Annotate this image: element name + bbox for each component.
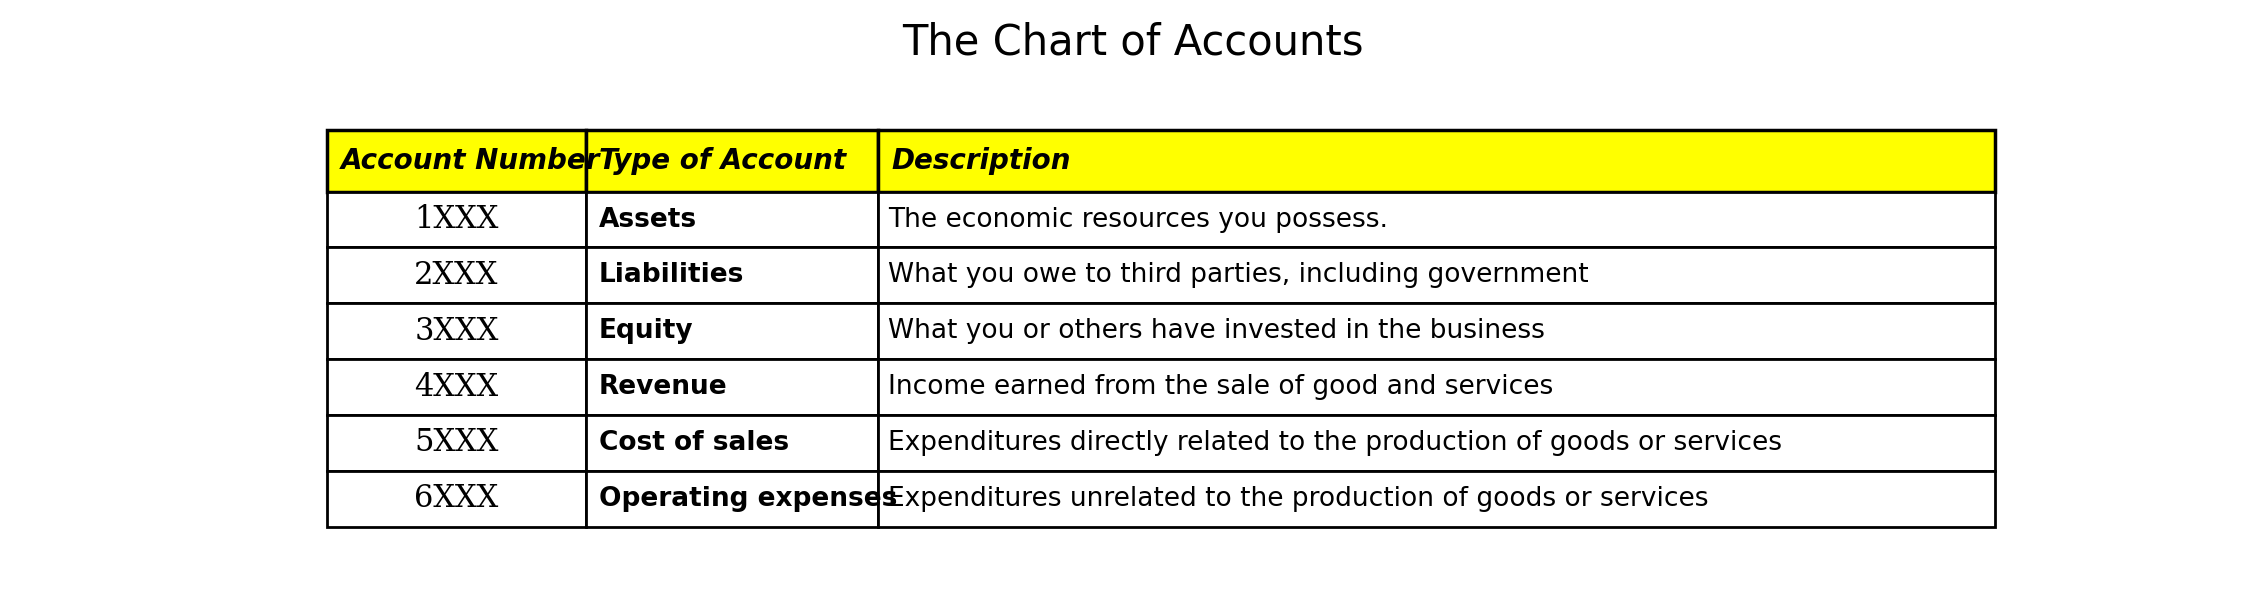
Bar [877, 248, 1996, 303]
Text: 1XXX: 1XXX [415, 204, 499, 235]
Text: Type of Account: Type of Account [598, 147, 845, 175]
Bar [877, 130, 1996, 192]
Text: Assets: Assets [598, 207, 698, 232]
Text: What you or others have invested in the business: What you or others have invested in the … [888, 318, 1545, 345]
Text: 6XXX: 6XXX [415, 483, 499, 514]
Text: What you owe to third parties, including government: What you owe to third parties, including… [888, 262, 1588, 288]
Text: Description: Description [891, 147, 1070, 175]
Bar [326, 130, 585, 192]
Bar [585, 303, 877, 359]
Bar [877, 415, 1996, 471]
Bar [877, 471, 1996, 527]
Bar [585, 192, 877, 248]
Text: Equity: Equity [598, 318, 693, 345]
Bar [326, 248, 585, 303]
Text: 5XXX: 5XXX [415, 427, 499, 459]
Text: The economic resources you possess.: The economic resources you possess. [888, 207, 1387, 232]
Text: Expenditures directly related to the production of goods or services: Expenditures directly related to the pro… [888, 430, 1781, 456]
Text: 3XXX: 3XXX [415, 316, 499, 347]
Bar [585, 359, 877, 415]
Bar [877, 359, 1996, 415]
Text: Cost of sales: Cost of sales [598, 430, 789, 456]
Bar [585, 415, 877, 471]
Text: 2XXX: 2XXX [415, 260, 499, 291]
Bar [585, 248, 877, 303]
Text: Income earned from the sale of good and services: Income earned from the sale of good and … [888, 374, 1552, 400]
Text: 4XXX: 4XXX [415, 371, 499, 403]
Text: The Chart of Accounts: The Chart of Accounts [902, 21, 1364, 64]
Bar [326, 303, 585, 359]
Text: Account Number: Account Number [340, 147, 600, 175]
Text: Expenditures unrelated to the production of goods or services: Expenditures unrelated to the production… [888, 485, 1709, 512]
Text: Revenue: Revenue [598, 374, 727, 400]
Bar [326, 359, 585, 415]
Bar [326, 471, 585, 527]
Bar [585, 471, 877, 527]
Text: Liabilities: Liabilities [598, 262, 746, 288]
Bar [585, 130, 877, 192]
Bar [326, 192, 585, 248]
Bar [877, 192, 1996, 248]
Bar [326, 415, 585, 471]
Bar [877, 303, 1996, 359]
Text: Operating expenses: Operating expenses [598, 485, 897, 512]
